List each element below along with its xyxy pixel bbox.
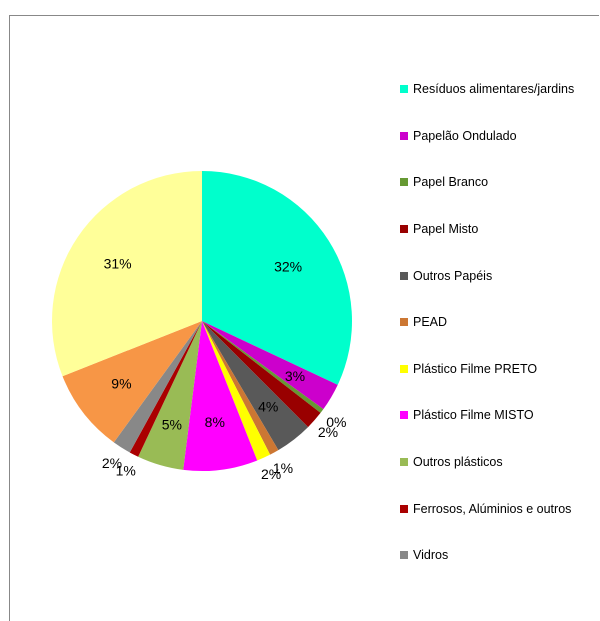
legend-item: Outros plásticos [400, 439, 596, 486]
legend-swatch [400, 458, 408, 467]
pie-label-2: 3% [285, 368, 305, 384]
legend-label: Papelão Ondulado [413, 128, 517, 143]
legend-item: Plástico Filme MISTO [400, 392, 596, 439]
legend-swatch [400, 225, 408, 234]
legend-item: Vidros [400, 532, 596, 579]
legend-label: Vidros [413, 548, 449, 563]
legend-label: Outros plásticos [413, 455, 503, 470]
legend-label: Plástico Filme PRETO [413, 361, 538, 376]
legend-label: Papel Misto [413, 222, 479, 237]
chart-legend: Resíduos alimentares/jardins Papelão Ondu… [400, 66, 596, 579]
pie-slice-4 [202, 321, 321, 428]
pie-label-11: 2% [102, 455, 122, 471]
legend-label: Plástico Filme MISTO [413, 408, 534, 423]
legend-swatch [400, 85, 408, 94]
pie-label-3: 0% [326, 414, 346, 430]
pie-slice-13 [52, 171, 202, 377]
legend-item: Resíduos alimentares/jardins [400, 66, 596, 113]
legend-item: Plástico Filme PRETO [400, 346, 596, 393]
pie-label-12: 9% [111, 376, 131, 392]
pie-slice-12 [62, 321, 203, 443]
legend-item: Papel Misto [400, 206, 596, 253]
legend-item: PEAD [400, 299, 596, 346]
legend-swatch [400, 131, 408, 140]
pie-label-5: 4% [258, 398, 278, 414]
pie-label-7: 2% [261, 466, 281, 482]
pie-slice-8 [183, 321, 258, 471]
legend-swatch [400, 504, 408, 513]
pie-label-8: 8% [205, 414, 225, 430]
legend-swatch [400, 364, 408, 373]
legend-swatch [400, 318, 408, 327]
chart-frame [9, 15, 599, 621]
pie-label-10: 1% [116, 463, 136, 479]
legend-item: Papelão Ondulado [400, 113, 596, 160]
legend-swatch [400, 411, 408, 420]
legend-swatch [400, 271, 408, 280]
pie-slice-6 [202, 321, 279, 455]
legend-label: Ferrosos, Alúminios e outros [413, 501, 572, 516]
pie-label-1: 32% [274, 258, 302, 274]
pie-slice-1 [202, 171, 352, 385]
legend-label: Papel Branco [413, 175, 489, 190]
legend-item: Ferrosos, Alúminios e outros [400, 485, 596, 532]
legend-swatch [400, 551, 408, 560]
legend-label: Resíduos alimentares/jardins [413, 82, 575, 97]
pie-label-9: 5% [162, 417, 182, 433]
legend-item: Outros Papéis [400, 252, 596, 299]
pie-slice-3 [202, 321, 324, 413]
pie-slice-5 [202, 321, 309, 451]
legend-item: Papel Branco [400, 159, 596, 206]
pie-label-6: 1% [273, 460, 293, 476]
pie-slice-11 [113, 321, 202, 453]
pie-slice-7 [202, 321, 271, 461]
pie-slice-10 [129, 321, 202, 457]
pie-label-13: 31% [104, 256, 132, 272]
pie-slice-2 [202, 321, 338, 410]
legend-label: PEAD [413, 315, 448, 330]
pie-label-4: 2% [318, 424, 338, 440]
legend-label: Outros Papéis [413, 268, 493, 283]
pie-slice-9 [138, 321, 202, 470]
legend-swatch [400, 178, 408, 187]
